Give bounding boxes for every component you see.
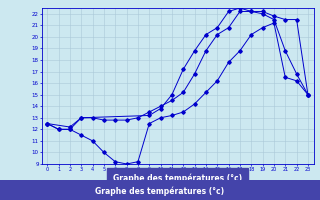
X-axis label: Graphe des températures (°c): Graphe des températures (°c) [113, 173, 242, 183]
Text: Graphe des températures (°c): Graphe des températures (°c) [95, 186, 225, 196]
